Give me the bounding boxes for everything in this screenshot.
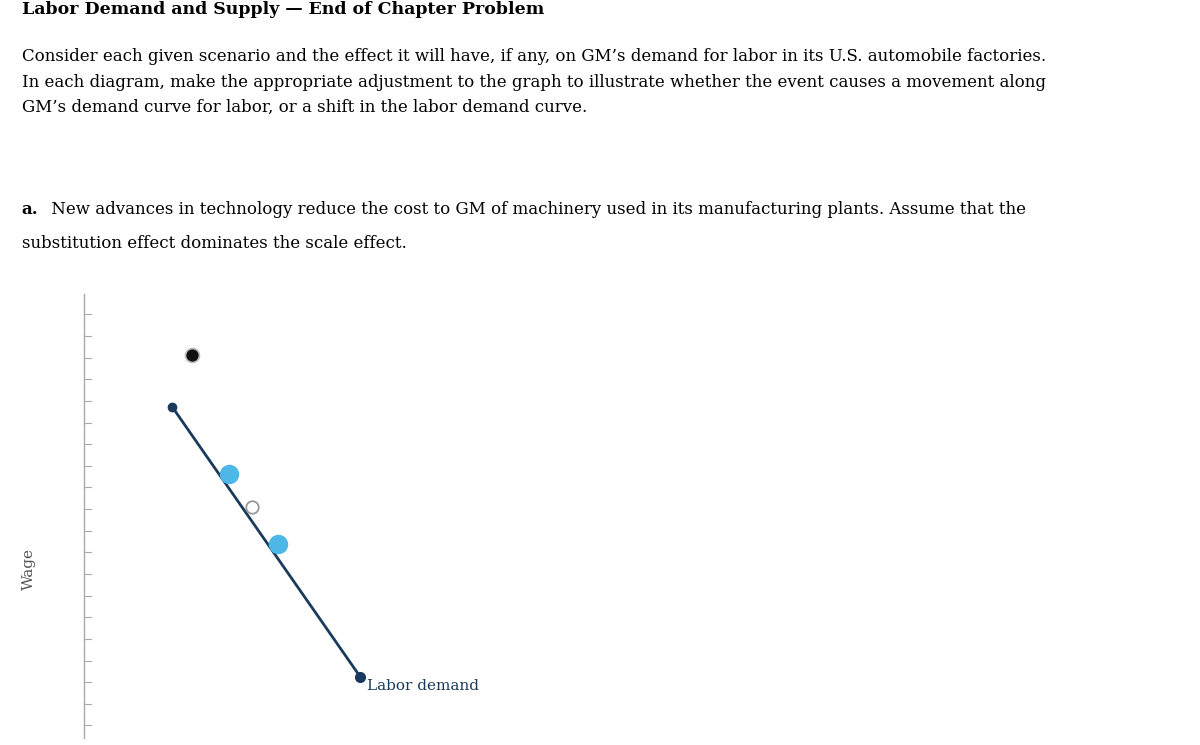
Text: Labor Demand and Supply — End of Chapter Problem: Labor Demand and Supply — End of Chapter… <box>22 1 544 19</box>
Text: Consider each given scenario and the effect it will have, if any, on GM’s demand: Consider each given scenario and the eff… <box>22 48 1045 116</box>
Text: Labor demand: Labor demand <box>367 679 479 693</box>
Text: New advances in technology reduce the cost to GM of machinery used in its manufa: New advances in technology reduce the co… <box>46 201 1026 218</box>
Text: a.: a. <box>22 201 38 218</box>
Text: Wage: Wage <box>23 548 36 590</box>
Text: substitution effect dominates the scale effect.: substitution effect dominates the scale … <box>22 235 407 252</box>
